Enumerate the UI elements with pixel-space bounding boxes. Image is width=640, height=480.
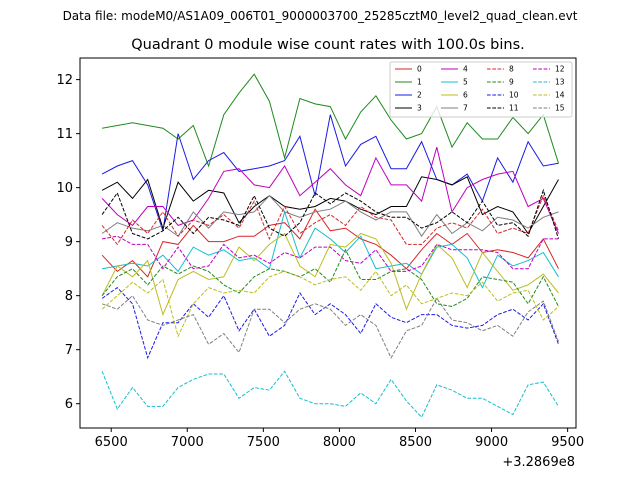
legend-label-15: 15 — [555, 104, 565, 113]
legend-label-2: 2 — [417, 91, 422, 100]
series-line-10 — [101, 286, 559, 360]
series-line-6 — [101, 232, 559, 317]
series-line-1 — [102, 73, 559, 168]
legend-label-7: 7 — [463, 104, 468, 113]
legend-label-9: 9 — [509, 78, 514, 87]
y-tick-label: 6 — [65, 397, 73, 412]
legend-label-12: 12 — [555, 65, 565, 74]
series-line-4 — [101, 146, 559, 234]
legend-label-11: 11 — [509, 104, 519, 113]
y-tick-label: 8 — [65, 289, 73, 304]
series-line-12 — [102, 235, 559, 272]
series-line-13 — [101, 370, 559, 419]
legend-label-4: 4 — [463, 65, 468, 74]
x-tick-label: 8500 — [399, 435, 432, 450]
x-tick-label: 7000 — [171, 435, 204, 450]
y-tick-label: 12 — [56, 73, 73, 88]
x-tick-label: 9500 — [551, 435, 584, 450]
series-line-8 — [101, 194, 559, 246]
legend-label-3: 3 — [417, 104, 422, 113]
x-tick-label: 7500 — [247, 435, 280, 450]
series-line-15 — [101, 294, 559, 359]
series-line-5 — [102, 210, 559, 289]
x-tick-label: 8000 — [323, 435, 356, 450]
y-tick-label: 11 — [56, 127, 73, 142]
series-lines — [101, 73, 559, 419]
series-line-0 — [101, 208, 559, 278]
legend-label-5: 5 — [463, 78, 468, 87]
y-tick-label: 10 — [56, 181, 73, 196]
series-line-14 — [101, 270, 559, 338]
legend-label-14: 14 — [555, 91, 565, 100]
plot-frame — [79, 57, 577, 429]
series-line-3 — [101, 176, 559, 235]
legend-label-13: 13 — [555, 78, 565, 87]
x-tick-label: 9000 — [475, 435, 508, 450]
x-tick-label: 6500 — [95, 435, 128, 450]
legend-label-1: 1 — [417, 78, 422, 87]
chart-suptitle: Data file: modeM0/AS1A09_006T01_90000037… — [63, 9, 578, 23]
legend-label-10: 10 — [509, 91, 519, 100]
legend-label-8: 8 — [509, 65, 514, 74]
legend-label-6: 6 — [463, 91, 468, 100]
x-axis-offset-label: +3.2869e8 — [502, 455, 575, 470]
chart-title: Quadrant 0 module wise count rates with … — [131, 37, 525, 53]
y-tick-label: 7 — [65, 343, 73, 358]
series-line-11 — [101, 188, 559, 240]
legend-label-0: 0 — [417, 65, 422, 74]
legend-box — [389, 61, 573, 118]
y-tick-label: 9 — [65, 235, 73, 250]
